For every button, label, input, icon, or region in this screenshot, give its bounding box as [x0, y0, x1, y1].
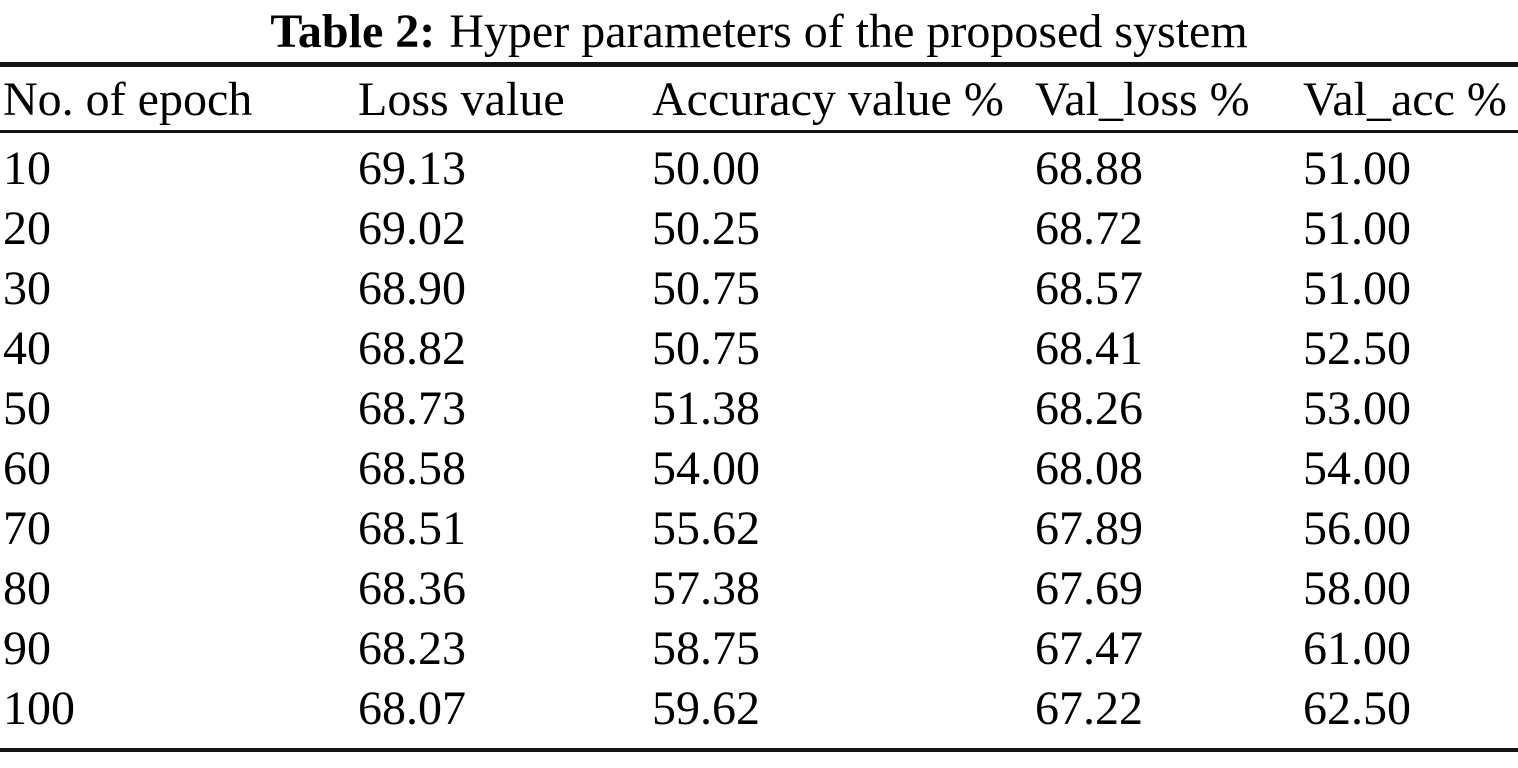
table-header-row: No. of epoch Loss value Accuracy value %…: [0, 62, 1518, 133]
table-cell: 51.00: [1303, 142, 1411, 195]
table-row: 70 68.51 55.62 67.89 56.00: [0, 499, 1518, 559]
table-cell: 68.41: [1035, 322, 1143, 375]
table-row: 50 68.73 51.38 68.26 53.00: [0, 379, 1518, 439]
table-cell: 60: [3, 442, 51, 495]
table-cell: 68.57: [1035, 262, 1143, 315]
table-cell: 80: [3, 562, 51, 615]
table-row: 60 68.58 54.00 68.08 54.00: [0, 439, 1518, 499]
table-cell: 51.38: [652, 382, 760, 435]
table-cell: 68.51: [358, 502, 466, 555]
table-cell: 51.00: [1303, 202, 1411, 255]
table-cell: 58.00: [1303, 562, 1411, 615]
table-cell: 50.75: [652, 262, 760, 315]
table-row: 30 68.90 50.75 68.57 51.00: [0, 259, 1518, 319]
table-cell: 30: [3, 262, 51, 315]
table-cell: 67.69: [1035, 562, 1143, 615]
table-cell: 68.72: [1035, 202, 1143, 255]
table-cell: 10: [3, 142, 51, 195]
column-header-accuracy: Accuracy value %: [652, 73, 1004, 126]
table-caption: Table 2: Hyper parameters of the proposed…: [0, 0, 1518, 58]
table-cell: 68.90: [358, 262, 466, 315]
table-cell: 68.07: [358, 682, 466, 735]
hyperparameters-table: No. of epoch Loss value Accuracy value %…: [0, 62, 1518, 752]
table-cell: 50.25: [652, 202, 760, 255]
table-body: 10 69.13 50.00 68.88 51.00 20 69.02 50.25 68.72 5…: [0, 133, 1518, 752]
table-cell: 51.00: [1303, 262, 1411, 315]
table-cell: 67.22: [1035, 682, 1143, 735]
table-cell: 58.75: [652, 622, 760, 675]
table-cell: 70: [3, 502, 51, 555]
table-cell: 62.50: [1303, 682, 1411, 735]
column-header-loss: Loss value: [358, 73, 565, 126]
table-cell: 61.00: [1303, 622, 1411, 675]
table-cell: 20: [3, 202, 51, 255]
table-cell: 56.00: [1303, 502, 1411, 555]
table-cell: 67.47: [1035, 622, 1143, 675]
table-cell: 59.62: [652, 682, 760, 735]
column-header-epoch: No. of epoch: [3, 73, 253, 126]
table-cell: 68.73: [358, 382, 466, 435]
table-cell: 40: [3, 322, 51, 375]
table-cell: 68.08: [1035, 442, 1143, 495]
table-row: 10 69.13 50.00 68.88 51.00: [0, 139, 1518, 199]
table-cell: 50.75: [652, 322, 760, 375]
table-cell: 68.23: [358, 622, 466, 675]
table-cell: 67.89: [1035, 502, 1143, 555]
table-cell: 68.58: [358, 442, 466, 495]
table-cell: 55.62: [652, 502, 760, 555]
table-row: 100 68.07 59.62 67.22 62.50: [0, 679, 1518, 739]
table-cell: 54.00: [652, 442, 760, 495]
table-caption-label: Table 2:: [270, 5, 436, 58]
table-caption-text: Hyper parameters of the proposed system: [449, 5, 1248, 58]
column-header-val-loss: Val_loss %: [1035, 73, 1250, 126]
table-cell: 52.50: [1303, 322, 1411, 375]
table-cell: 53.00: [1303, 382, 1411, 435]
table-cell: 54.00: [1303, 442, 1411, 495]
table-cell: 68.82: [358, 322, 466, 375]
table-cell: 68.36: [358, 562, 466, 615]
table-row: 80 68.36 57.38 67.69 58.00: [0, 559, 1518, 619]
table-cell: 68.26: [1035, 382, 1143, 435]
table-cell: 50: [3, 382, 51, 435]
table-cell: 69.13: [358, 142, 466, 195]
table-cell: 68.88: [1035, 142, 1143, 195]
table-cell: 100: [3, 682, 75, 735]
table-cell: 69.02: [358, 202, 466, 255]
table-row: 40 68.82 50.75 68.41 52.50: [0, 319, 1518, 379]
table-row: 20 69.02 50.25 68.72 51.00: [0, 199, 1518, 259]
table-cell: 50.00: [652, 142, 760, 195]
table-row: 90 68.23 58.75 67.47 61.00: [0, 619, 1518, 679]
table-cell: 90: [3, 622, 51, 675]
table-cell: 57.38: [652, 562, 760, 615]
column-header-val-acc: Val_acc %: [1303, 73, 1507, 126]
